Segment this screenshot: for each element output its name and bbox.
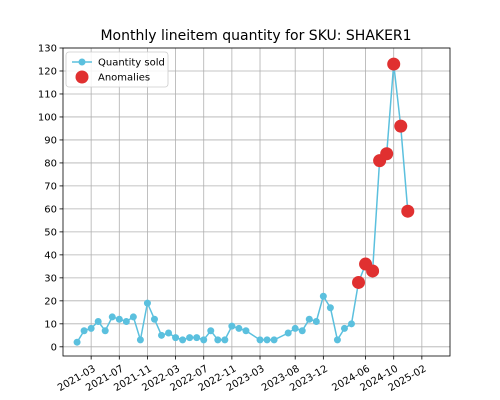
chart-title: Monthly lineitem quantity for SKU: SHAKE… [100, 28, 411, 44]
legend-quantity-marker [78, 58, 86, 66]
y-tick-label: 60 [44, 204, 57, 215]
y-tick-label: 90 [44, 135, 57, 146]
y-tick-label: 50 [44, 227, 57, 238]
data-point-quantity-sold [263, 336, 271, 344]
data-point-quantity-sold [298, 327, 306, 335]
y-tick-label: 120 [38, 66, 57, 77]
data-point-quantity-sold [235, 324, 243, 332]
y-tick-label: 40 [44, 250, 57, 261]
y-tick-label: 80 [44, 158, 57, 169]
data-point-quantity-sold [94, 318, 102, 326]
data-point-quantity-sold [136, 336, 144, 344]
y-tick-label: 70 [44, 181, 57, 192]
data-point-quantity-sold [122, 318, 130, 326]
legend-box [65, 51, 169, 88]
data-point-anomaly [401, 204, 415, 218]
series-line-layer [76, 64, 409, 343]
data-point-quantity-sold [200, 336, 208, 344]
data-point-quantity-sold [165, 329, 173, 337]
x-axis-ticks: 2021-032021-072021-112022-032022-072022-… [56, 356, 428, 394]
y-tick-label: 130 [38, 44, 57, 55]
data-point-anomaly [366, 264, 380, 278]
y-tick-label: 20 [44, 296, 57, 307]
data-point-anomaly [394, 119, 408, 133]
data-point-quantity-sold [158, 331, 166, 339]
data-point-quantity-sold [101, 327, 109, 335]
plot-area-frame [62, 47, 451, 357]
y-tick-label: 0 [51, 342, 57, 353]
data-point-anomaly [352, 275, 366, 289]
data-point-quantity-sold [333, 336, 341, 344]
y-tick-label: 30 [44, 273, 57, 284]
data-point-quantity-sold [80, 327, 88, 335]
data-point-quantity-sold [340, 324, 348, 332]
data-point-quantity-sold [228, 322, 236, 330]
data-point-quantity-sold [242, 327, 250, 335]
data-point-quantity-sold [291, 324, 299, 332]
y-tick-label: 100 [38, 112, 57, 123]
data-point-quantity-sold [305, 315, 313, 323]
data-point-quantity-sold [326, 304, 334, 312]
data-point-quantity-sold [193, 334, 201, 342]
data-point-quantity-sold [186, 334, 194, 342]
data-point-quantity-sold [214, 336, 222, 344]
legend-quantity-label: Quantity sold [98, 58, 165, 69]
data-point-quantity-sold [172, 334, 180, 342]
series-line-quantity-sold [76, 64, 409, 343]
data-point-quantity-sold [129, 313, 137, 321]
series-point-layer [73, 60, 412, 346]
y-axis-ticks: 0 10 20 30 40 50 60 70 80 90 100 110 120 130 [38, 44, 63, 353]
data-point-quantity-sold [207, 327, 215, 335]
legend-anomaly-marker [75, 70, 89, 84]
y-tick-label: 110 [38, 89, 57, 100]
anomaly-layer [352, 57, 415, 289]
data-point-quantity-sold [150, 315, 158, 323]
data-point-quantity-sold [115, 315, 123, 323]
data-point-quantity-sold [221, 336, 229, 344]
data-point-quantity-sold [312, 318, 320, 326]
data-point-quantity-sold [256, 336, 264, 344]
data-point-anomaly [387, 57, 401, 71]
data-point-quantity-sold [108, 313, 116, 321]
data-point-quantity-sold [73, 338, 81, 346]
data-point-anomaly [380, 147, 394, 161]
data-point-quantity-sold [284, 329, 292, 337]
data-point-quantity-sold [179, 336, 187, 344]
y-tick-label: 10 [44, 319, 57, 330]
data-point-quantity-sold [347, 320, 355, 328]
data-point-quantity-sold [319, 292, 327, 300]
data-point-quantity-sold [143, 299, 151, 307]
legend: Quantity sold Anomalies [65, 51, 169, 88]
data-point-quantity-sold [270, 336, 278, 344]
data-point-quantity-sold [87, 324, 95, 332]
legend-anomaly-label: Anomalies [98, 73, 150, 84]
